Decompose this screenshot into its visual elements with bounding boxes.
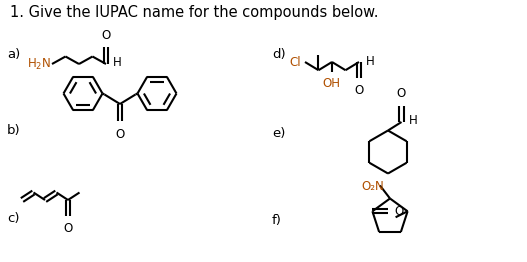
Text: O₂N: O₂N bbox=[361, 179, 384, 193]
Text: b): b) bbox=[7, 124, 21, 137]
Text: H: H bbox=[113, 57, 122, 69]
Text: OH: OH bbox=[322, 77, 340, 90]
Text: H: H bbox=[366, 54, 375, 68]
Text: O: O bbox=[101, 29, 111, 42]
Text: O: O bbox=[115, 128, 124, 141]
Text: O: O bbox=[394, 205, 404, 218]
Text: O: O bbox=[354, 84, 364, 97]
Text: 1. Give the IUPAC name for the compounds below.: 1. Give the IUPAC name for the compounds… bbox=[10, 5, 378, 20]
Text: d): d) bbox=[272, 48, 286, 61]
Text: a): a) bbox=[7, 48, 20, 61]
Text: f): f) bbox=[272, 214, 282, 227]
Text: H$_2$N: H$_2$N bbox=[27, 56, 51, 72]
Text: H: H bbox=[408, 114, 417, 128]
Text: Cl: Cl bbox=[289, 56, 301, 68]
Text: O: O bbox=[397, 87, 406, 100]
Text: O: O bbox=[63, 222, 73, 235]
Text: c): c) bbox=[7, 212, 19, 225]
Text: e): e) bbox=[272, 127, 286, 140]
